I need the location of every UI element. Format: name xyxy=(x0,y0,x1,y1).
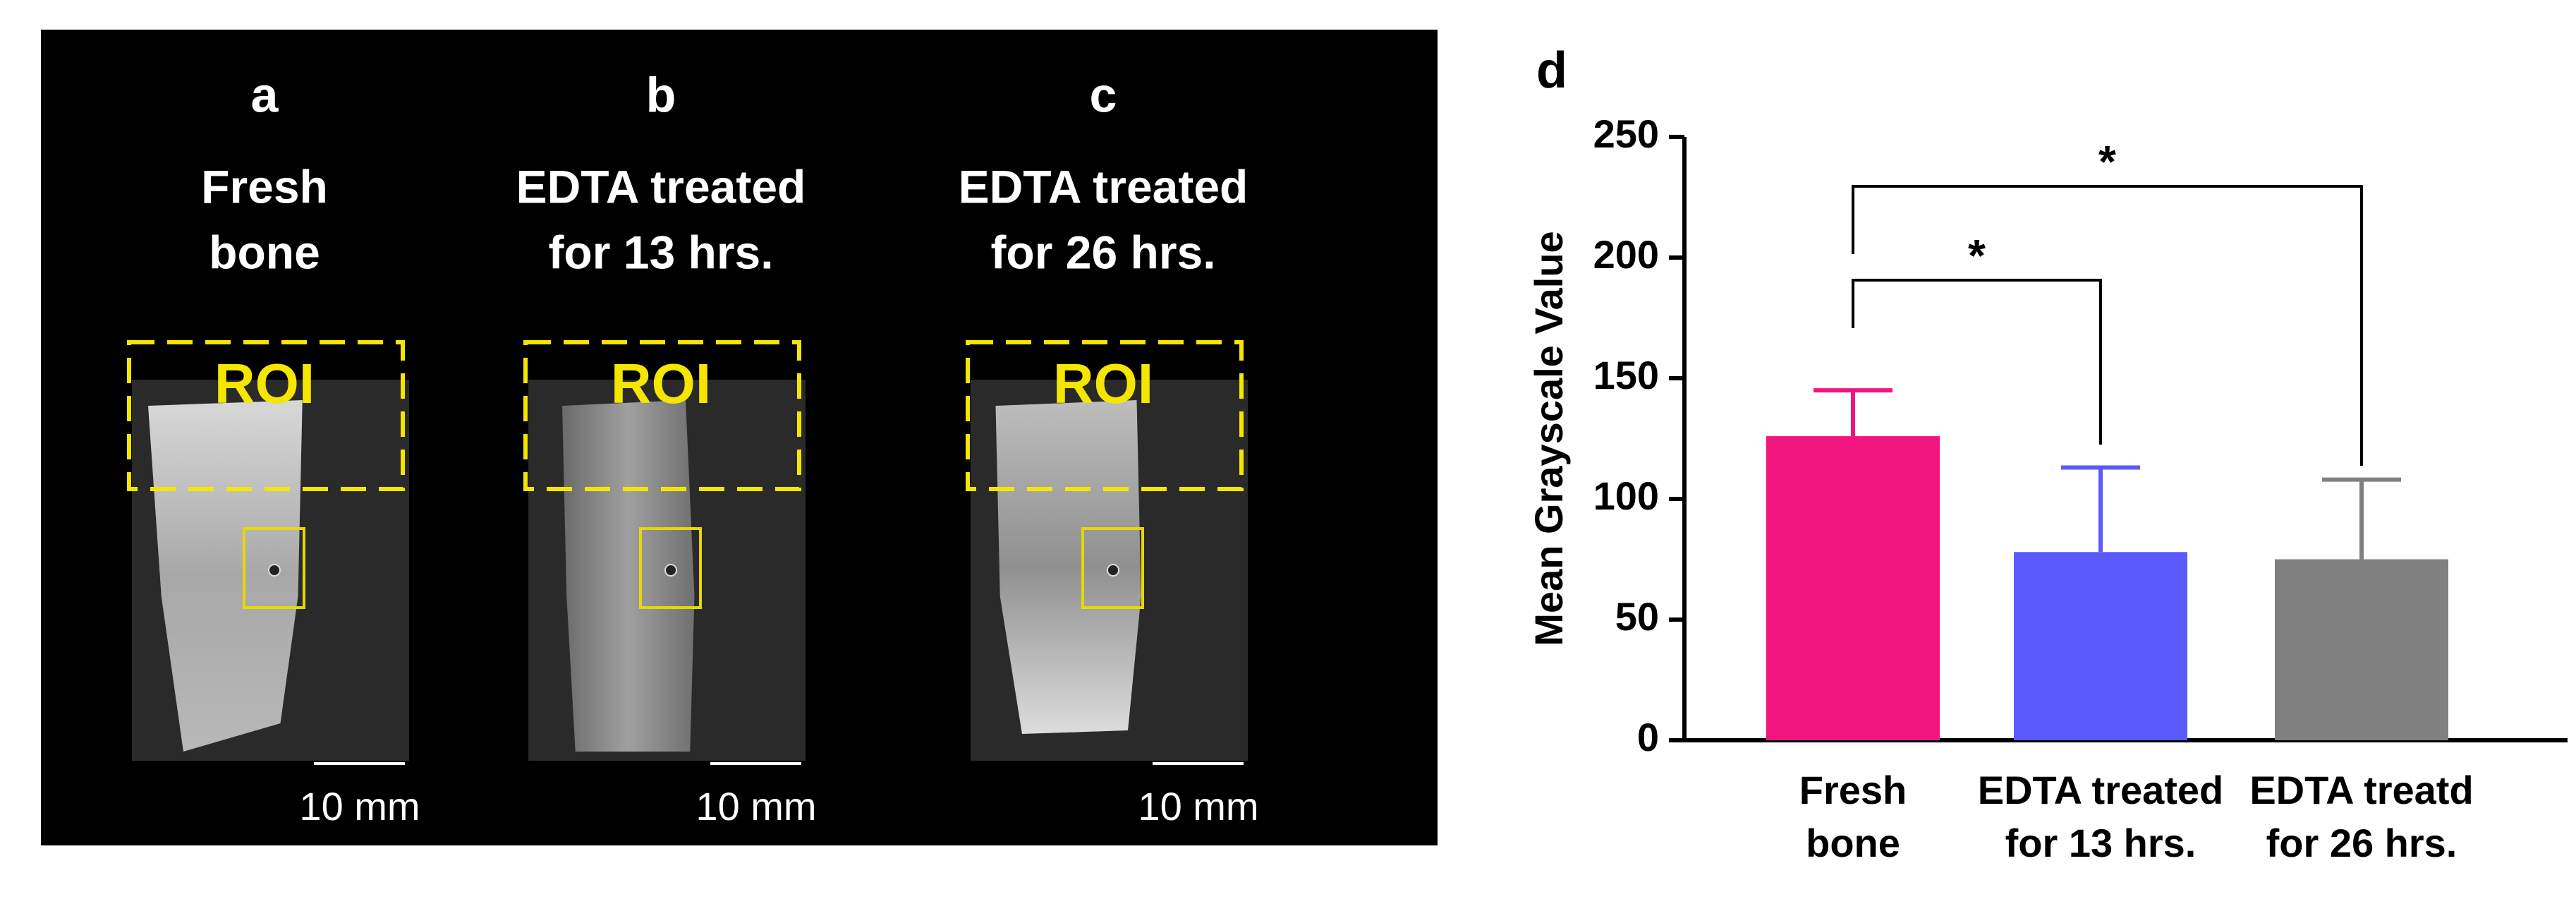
panel-title: bone xyxy=(209,226,320,278)
panel-title: Fresh xyxy=(201,160,328,212)
roi-box xyxy=(127,340,405,491)
roi-label: ROI xyxy=(611,352,711,415)
y-tick-label: 250 xyxy=(1593,112,1659,156)
significance-star: * xyxy=(2098,136,2116,187)
panel-title: EDTA treated xyxy=(959,160,1248,212)
roi-box xyxy=(966,340,1244,491)
specimen xyxy=(562,400,695,752)
significance-bracket xyxy=(1852,185,2363,466)
hole-box xyxy=(1081,527,1144,609)
bar xyxy=(1766,436,1940,740)
roi-label: ROI xyxy=(214,352,315,415)
hole xyxy=(1107,564,1119,577)
significance-bracket xyxy=(1852,279,2102,445)
panel-letter: c xyxy=(1090,67,1117,122)
y-tick-label: 100 xyxy=(1593,474,1659,518)
scale-label: 10 mm xyxy=(1138,784,1258,828)
panel-title: EDTA treated xyxy=(516,160,806,212)
panel-letter: a xyxy=(251,67,279,122)
y-tick-label: 200 xyxy=(1593,232,1659,277)
roi-label: ROI xyxy=(1053,352,1153,415)
x-tick-label: Fresh xyxy=(1799,768,1907,812)
y-tick-label: 150 xyxy=(1593,353,1659,397)
hole-box xyxy=(639,527,702,609)
scale-label: 10 mm xyxy=(299,784,420,828)
x-tick-label: bone xyxy=(1806,821,1900,865)
significance-star: * xyxy=(1968,230,1986,281)
bar xyxy=(2014,552,2187,740)
roi-box xyxy=(523,340,801,491)
y-tick-label: 50 xyxy=(1615,594,1659,639)
specimen xyxy=(148,400,303,752)
specimen xyxy=(995,400,1141,734)
panel-title: for 13 hrs. xyxy=(548,226,773,278)
x-tick-label: for 26 hrs. xyxy=(2266,821,2457,865)
x-tick-label: EDTA treatd xyxy=(2249,768,2473,812)
panel-title: for 26 hrs. xyxy=(990,226,1215,278)
bar xyxy=(2275,559,2448,740)
panel-letter: d xyxy=(1536,42,1567,99)
y-axis-title: Mean Grayscale Value xyxy=(1526,231,1571,646)
x-tick-label: EDTA treated xyxy=(1978,768,2224,812)
x-tick-label: for 13 hrs. xyxy=(2005,821,2197,865)
hole xyxy=(268,564,281,577)
hole-box xyxy=(243,527,305,609)
panel-letter: b xyxy=(646,67,676,122)
hole xyxy=(664,564,677,577)
y-tick-label: 0 xyxy=(1637,715,1659,759)
scale-label: 10 mm xyxy=(695,784,816,828)
